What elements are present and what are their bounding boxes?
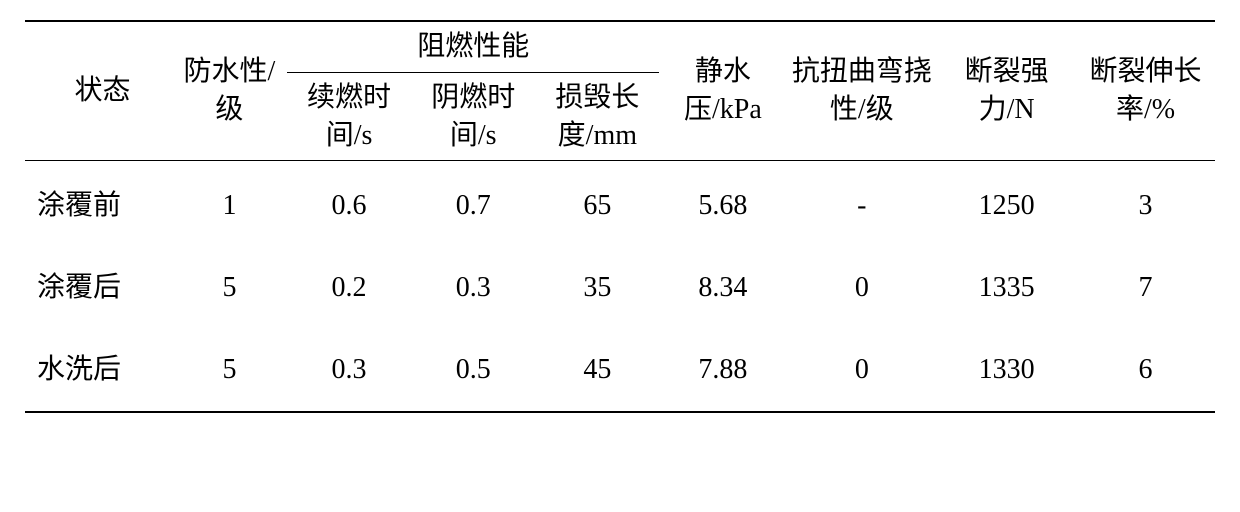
- properties-table: 状态 防水性/级 阻燃性能 静水压/kPa 抗扭曲弯挠性/级 断裂强力/N 断裂…: [25, 20, 1215, 413]
- cell-damage-len: 65: [535, 161, 659, 247]
- cell-elongation: 7: [1076, 247, 1215, 329]
- cell-elongation: 6: [1076, 329, 1215, 412]
- col-header-waterproof: 防水性/级: [172, 21, 287, 161]
- cell-break-strength: 1335: [937, 247, 1076, 329]
- cell-afterflame: 0.6: [287, 161, 411, 247]
- cell-break-strength: 1330: [937, 329, 1076, 412]
- cell-afterglow: 0.5: [411, 329, 535, 412]
- col-header-state: 状态: [25, 21, 172, 161]
- cell-torsion-flex: -: [786, 161, 937, 247]
- table-row: 涂覆前 1 0.6 0.7 65 5.68 - 1250 3: [25, 161, 1215, 247]
- cell-hydrostatic: 7.88: [659, 329, 786, 412]
- cell-hydrostatic: 5.68: [659, 161, 786, 247]
- cell-state: 涂覆前: [25, 161, 172, 247]
- cell-state: 涂覆后: [25, 247, 172, 329]
- cell-waterproof: 5: [172, 247, 287, 329]
- table-header: 状态 防水性/级 阻燃性能 静水压/kPa 抗扭曲弯挠性/级 断裂强力/N 断裂…: [25, 21, 1215, 161]
- table-body: 涂覆前 1 0.6 0.7 65 5.68 - 1250 3 涂覆后 5 0.2…: [25, 161, 1215, 412]
- cell-afterflame: 0.2: [287, 247, 411, 329]
- cell-torsion-flex: 0: [786, 247, 937, 329]
- col-header-afterflame: 续燃时间/s: [287, 72, 411, 161]
- col-header-flame-group: 阻燃性能: [287, 21, 659, 72]
- col-header-elongation: 断裂伸长率/%: [1076, 21, 1215, 161]
- cell-torsion-flex: 0: [786, 329, 937, 412]
- col-header-hydrostatic: 静水压/kPa: [659, 21, 786, 161]
- cell-elongation: 3: [1076, 161, 1215, 247]
- col-header-afterglow: 阴燃时间/s: [411, 72, 535, 161]
- col-header-torsion-flex: 抗扭曲弯挠性/级: [786, 21, 937, 161]
- cell-state: 水洗后: [25, 329, 172, 412]
- table-row: 涂覆后 5 0.2 0.3 35 8.34 0 1335 7: [25, 247, 1215, 329]
- cell-afterflame: 0.3: [287, 329, 411, 412]
- table-row: 水洗后 5 0.3 0.5 45 7.88 0 1330 6: [25, 329, 1215, 412]
- cell-waterproof: 5: [172, 329, 287, 412]
- cell-break-strength: 1250: [937, 161, 1076, 247]
- cell-damage-len: 35: [535, 247, 659, 329]
- cell-waterproof: 1: [172, 161, 287, 247]
- col-header-break-strength: 断裂强力/N: [937, 21, 1076, 161]
- cell-damage-len: 45: [535, 329, 659, 412]
- cell-hydrostatic: 8.34: [659, 247, 786, 329]
- cell-afterglow: 0.7: [411, 161, 535, 247]
- col-header-damage-len: 损毁长度/mm: [535, 72, 659, 161]
- cell-afterglow: 0.3: [411, 247, 535, 329]
